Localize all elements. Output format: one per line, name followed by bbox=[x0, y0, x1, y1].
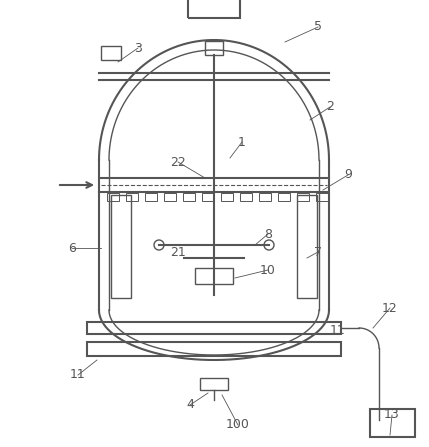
Text: 1: 1 bbox=[238, 135, 246, 148]
Bar bbox=[200, 378, 228, 390]
Text: 6: 6 bbox=[68, 241, 76, 254]
Bar bbox=[205, 41, 223, 55]
Bar bbox=[164, 193, 176, 201]
Bar bbox=[297, 195, 317, 298]
Bar bbox=[195, 268, 233, 284]
Text: 2: 2 bbox=[326, 101, 334, 114]
Bar bbox=[111, 195, 131, 298]
Text: 8: 8 bbox=[264, 228, 272, 240]
Bar bbox=[259, 193, 271, 201]
Bar bbox=[278, 193, 290, 201]
Bar bbox=[107, 193, 119, 201]
Bar bbox=[101, 46, 121, 60]
Text: 3: 3 bbox=[134, 42, 142, 55]
Bar bbox=[87, 322, 341, 334]
Text: 12: 12 bbox=[382, 301, 398, 315]
Text: 4: 4 bbox=[186, 398, 194, 412]
Bar bbox=[316, 193, 328, 201]
Bar bbox=[202, 193, 214, 201]
Text: 7: 7 bbox=[314, 245, 322, 258]
Text: 21: 21 bbox=[170, 245, 186, 258]
Text: 11: 11 bbox=[330, 324, 346, 337]
Text: 13: 13 bbox=[384, 409, 400, 422]
Text: 9: 9 bbox=[344, 169, 352, 181]
Text: 22: 22 bbox=[170, 156, 186, 169]
Bar bbox=[145, 193, 157, 201]
Bar bbox=[240, 193, 252, 201]
Bar bbox=[297, 193, 309, 201]
Text: 5: 5 bbox=[314, 21, 322, 34]
Text: 100: 100 bbox=[226, 418, 250, 431]
Bar bbox=[126, 193, 138, 201]
Bar bbox=[188, 0, 240, 18]
Bar bbox=[87, 342, 341, 356]
Bar bbox=[183, 193, 195, 201]
Bar bbox=[221, 193, 233, 201]
Bar bbox=[370, 409, 415, 437]
Text: 10: 10 bbox=[260, 263, 276, 277]
Text: 11: 11 bbox=[70, 368, 86, 381]
